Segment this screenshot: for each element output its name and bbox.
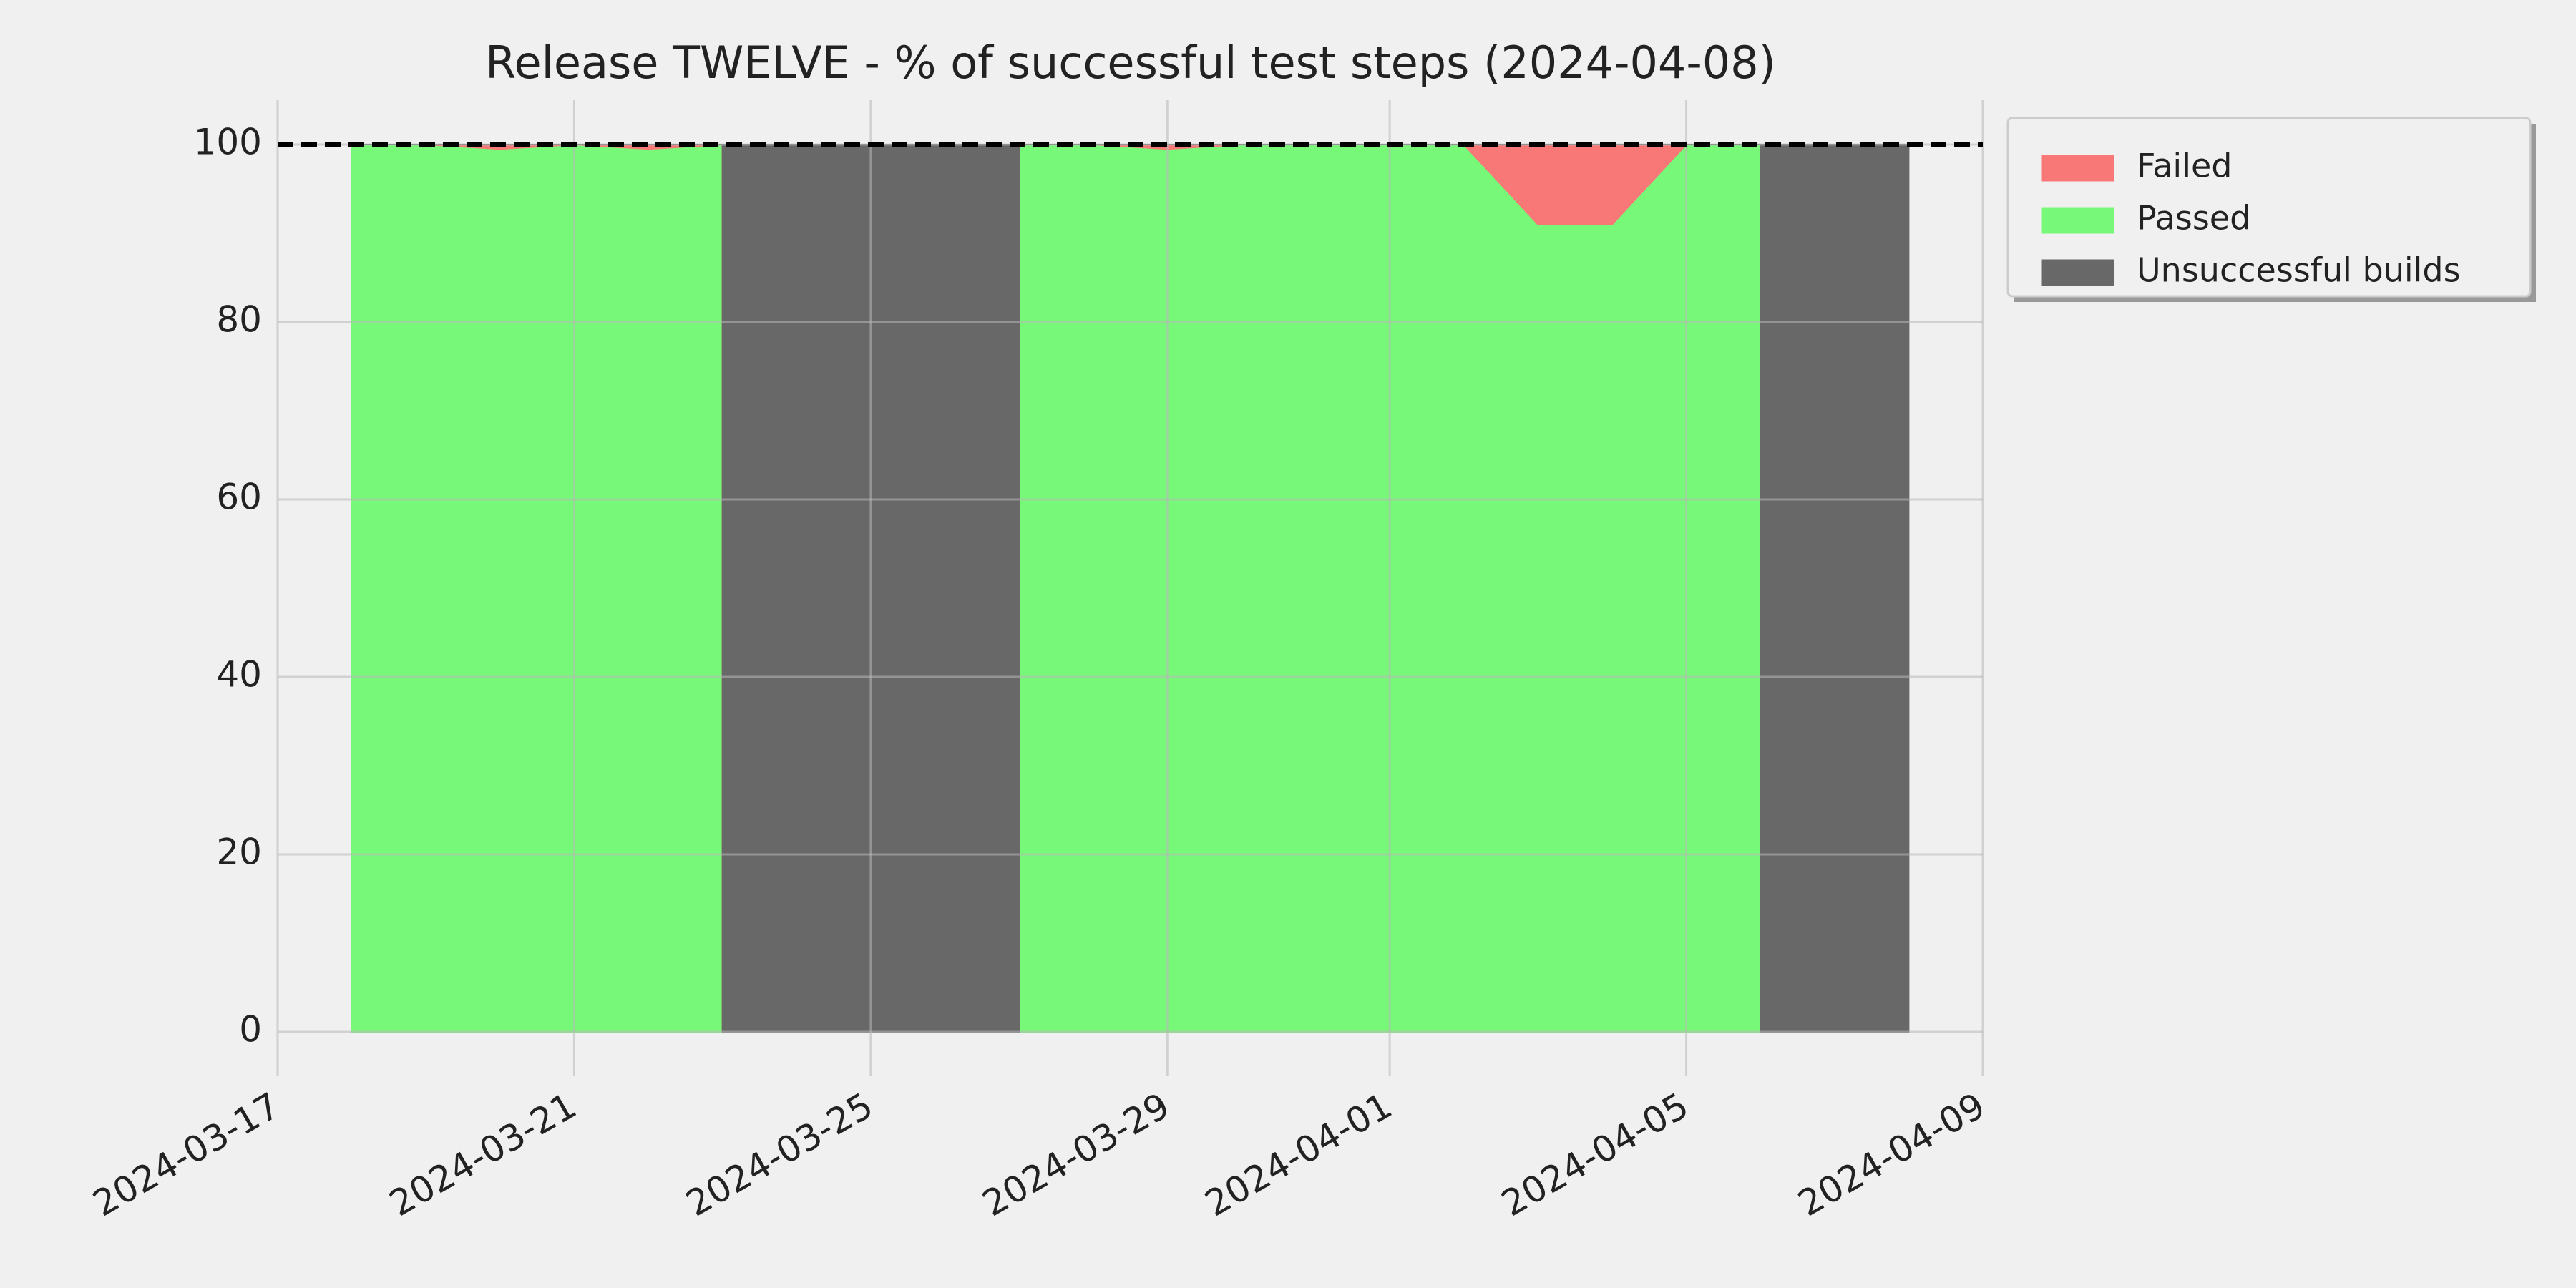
y-tick-label: 100 (194, 122, 262, 163)
y-tick-label: 80 (216, 299, 262, 341)
legend-swatch (2041, 207, 2114, 234)
y-tick-label: 60 (216, 477, 262, 518)
chart-title: Release TWELVE - % of successful test st… (485, 36, 1776, 89)
legend-swatch (2041, 155, 2114, 182)
area (351, 143, 1909, 1033)
y-tick-label: 20 (216, 831, 262, 873)
y-tick-label: 0 (239, 1009, 262, 1050)
y-tick-label: 40 (216, 654, 262, 696)
legend-label: Unsuccessful builds (2137, 251, 2461, 290)
legend-label: Failed (2137, 147, 2233, 185)
legend (2006, 117, 2532, 298)
legend-swatch (2041, 259, 2114, 286)
legend-label: Passed (2137, 199, 2250, 238)
